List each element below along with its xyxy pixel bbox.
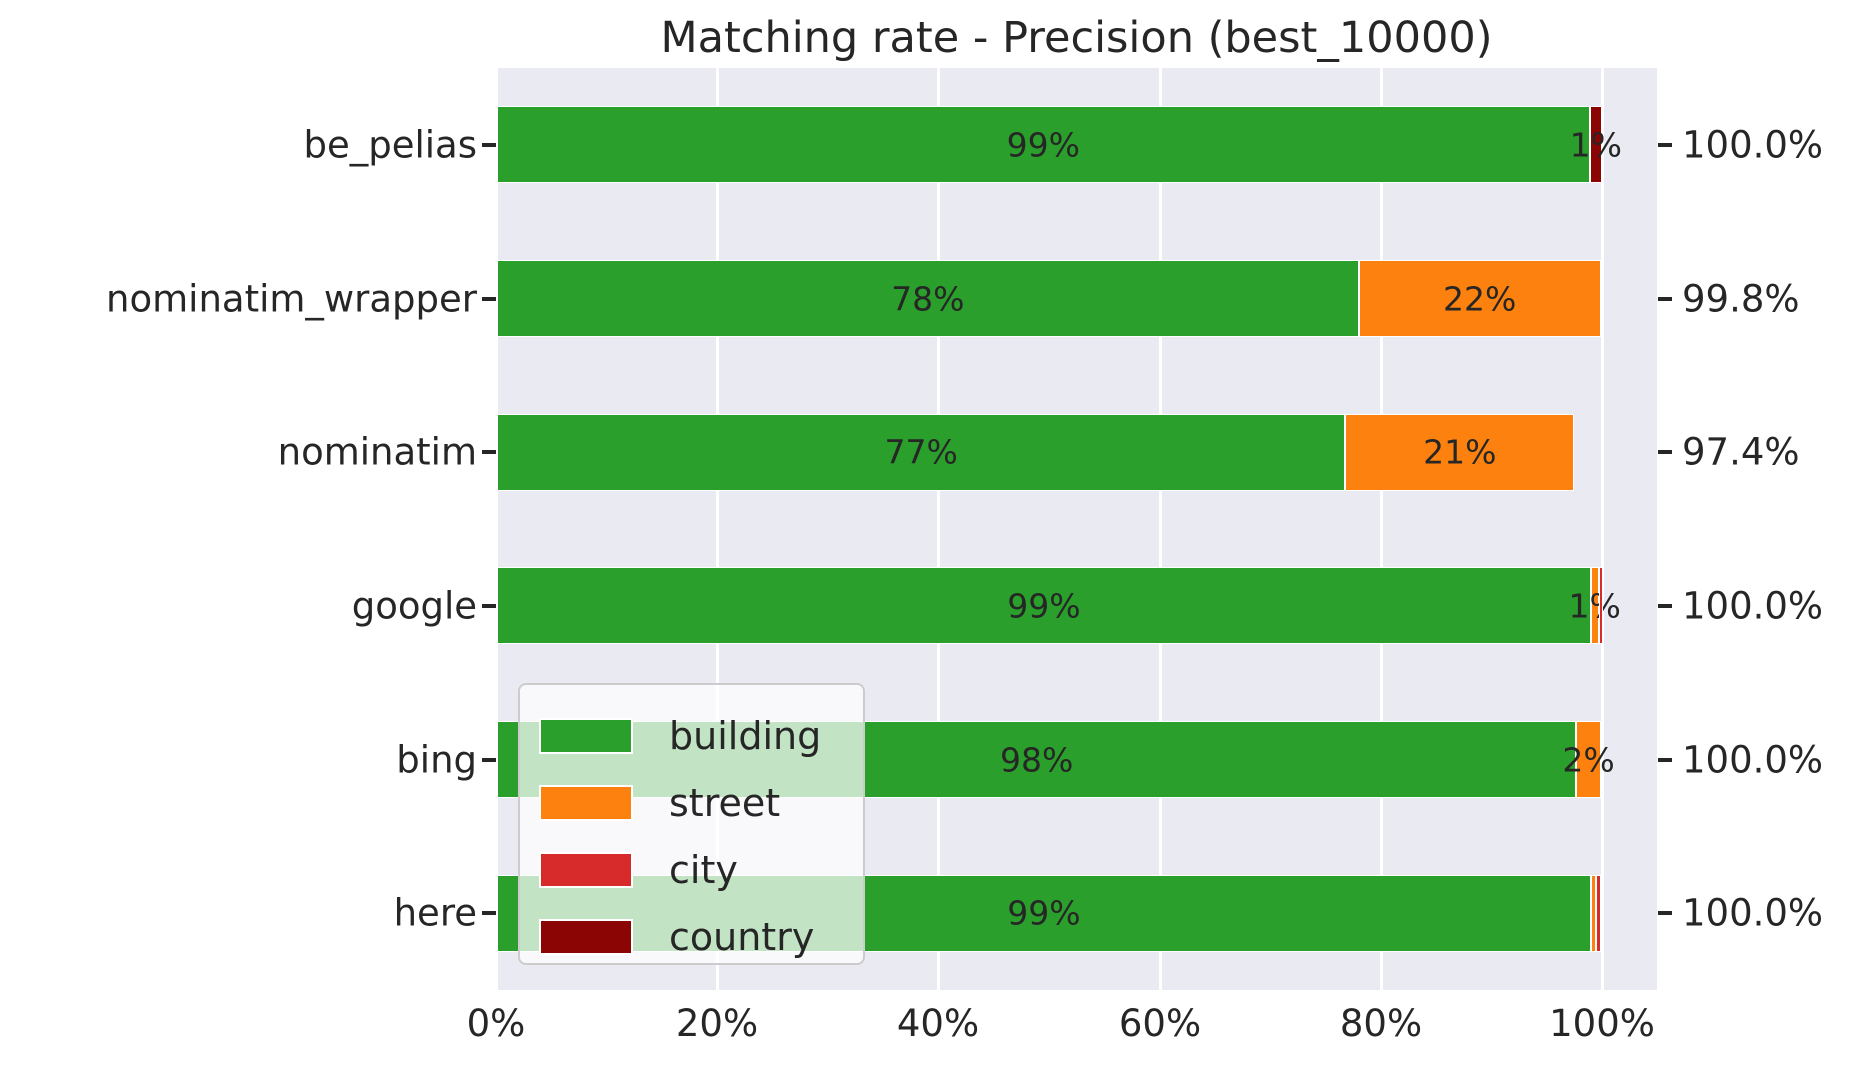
gridline [1380,68,1383,990]
bar-row: 99% 1% [497,567,1621,645]
bar-segment-label: 22% [1442,279,1517,318]
chart-title: Matching rate - Precision (best_10000) [660,13,1493,63]
bar-segment-street: 21% [1345,413,1575,491]
bar-segment-label: 99% [1006,125,1081,165]
bar-segment-city [1598,567,1603,645]
legend-label: street [669,780,781,825]
y-tick [482,757,496,762]
bar-segment-street: 1% [1569,567,1621,645]
gridline [1159,68,1162,990]
bar-segment-label: 2% [1562,740,1615,779]
gridline [716,68,719,990]
total-label: 97.4% [1682,430,1800,474]
bar-segment-label: 99% [1007,586,1081,626]
x-tick-label: 100% [1549,1002,1655,1045]
legend-label: city [669,847,738,892]
x-tick-label: 40% [896,1002,980,1045]
y-axis-label: be_pelias [303,123,477,167]
bar-row: 77% 21% [497,413,1575,491]
y-tick [482,911,496,916]
legend-label: country [669,914,815,959]
total-label: 100.0% [1682,584,1824,628]
bar-segment-street: 22% [1358,260,1601,337]
bar-segment-label: 1% [1569,125,1622,165]
bar-row: 99% 1% [497,106,1622,184]
bar-segment-label: 99% [1007,893,1081,933]
bar-segment-city [1596,874,1601,952]
y-axis-label: bing [396,738,477,781]
right-tick [1658,911,1672,916]
bar-row: 78% 22% [497,260,1601,337]
bar-segment-label: 78% [891,279,965,318]
gridline [937,68,940,990]
legend-entry: building [539,702,863,769]
x-tick-label: 0% [466,1002,526,1045]
gridline [1601,68,1604,990]
bar-segment-label: 77% [884,432,958,472]
legend-swatch-street [539,784,633,821]
bar-segment-street: 2% [1562,721,1615,798]
y-tick [482,296,496,301]
y-tick [482,603,496,608]
y-tick [482,450,496,455]
bar-segment-building: 99% [497,567,1591,645]
legend-swatch-country [539,918,633,955]
bar-segment-building: 78% [497,260,1359,337]
legend-entry: street [539,769,863,836]
right-tick [1658,296,1672,301]
total-label: 100.0% [1682,738,1824,781]
legend-swatch-city [539,851,633,888]
legend-entry: country [539,903,863,970]
y-tick [482,142,496,147]
legend: building street city country [518,683,865,965]
total-label: 100.0% [1682,123,1824,167]
right-tick [1658,142,1672,147]
y-axis-label: here [393,891,477,935]
y-axis-label: nominatim_wrapper [106,277,477,320]
y-axis-label: nominatim [277,430,477,474]
bar-segment-building: 99% [497,106,1590,184]
x-tick-label: 60% [1118,1002,1202,1045]
right-tick [1658,603,1672,608]
y-axis-label: google [351,584,477,628]
bar-segment-label: 1% [1568,586,1621,626]
x-tick-label: 80% [1339,1002,1423,1045]
total-label: 100.0% [1682,891,1824,935]
bar-segment-street [1590,874,1597,952]
legend-label: building [669,713,822,758]
total-label: 99.8% [1682,277,1800,320]
bar-segment-label: 21% [1423,432,1497,472]
gridline [495,68,498,990]
right-tick [1658,757,1672,762]
bar-segment-label: 98% [1000,740,1074,779]
bar-segment-building: 77% [497,413,1346,491]
legend-swatch-building [539,717,633,754]
right-tick [1658,450,1672,455]
legend-entry: city [539,836,863,903]
x-tick-label: 20% [675,1002,759,1045]
bar-segment-country: 1% [1570,106,1622,184]
